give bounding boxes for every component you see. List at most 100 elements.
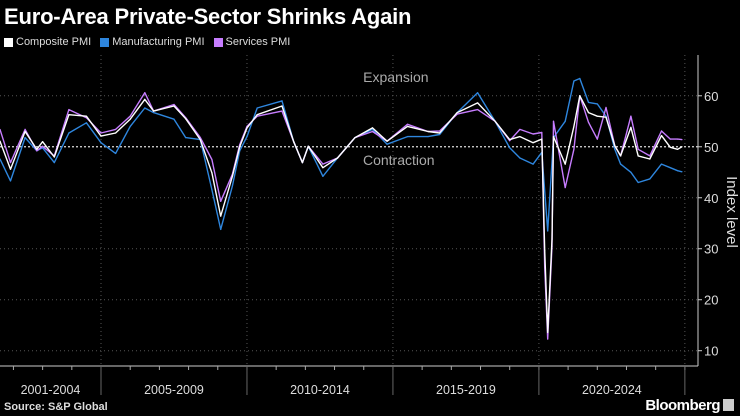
data-point-composite xyxy=(605,116,607,118)
legend-swatch-composite xyxy=(4,37,13,47)
data-point-composite xyxy=(152,110,155,112)
data-point-composite xyxy=(371,127,374,129)
data-point-manufacturing xyxy=(322,175,324,177)
data-point-manufacturing xyxy=(220,228,222,230)
data-point-composite xyxy=(630,126,632,128)
data-point-manufacturing xyxy=(406,135,409,138)
data-point-composite xyxy=(173,105,175,107)
data-point-services xyxy=(68,108,70,111)
legend: Composite PMI Manufacturing PMI Services… xyxy=(4,36,290,48)
data-point-composite xyxy=(681,146,683,148)
y-axis-label: Index level xyxy=(723,176,740,248)
data-point-services xyxy=(220,200,222,202)
data-point-manufacturing xyxy=(476,92,479,94)
data-point-services xyxy=(476,108,479,111)
data-point-manufacturing xyxy=(173,118,175,120)
data-point-manufacturing xyxy=(129,125,131,127)
data-point-composite xyxy=(144,98,146,100)
data-point-composite xyxy=(620,155,622,157)
annotation-contraction: Contraction xyxy=(363,152,435,168)
legend-label-services: Services PMI xyxy=(225,36,291,48)
data-point-composite xyxy=(676,148,679,150)
y-tick-label-30: 30 xyxy=(704,242,718,257)
data-point-manufacturing xyxy=(579,77,581,80)
data-point-services xyxy=(24,128,26,131)
data-point-composite xyxy=(573,125,575,127)
data-point-services xyxy=(371,130,374,133)
data-point-composite xyxy=(293,141,295,143)
data-point-services xyxy=(129,115,131,117)
data-point-composite xyxy=(85,115,88,117)
data-point-composite xyxy=(649,158,651,160)
data-point-manufacturing xyxy=(144,107,146,109)
bloomberg-logo: Bloomberg xyxy=(645,397,734,414)
data-point-services xyxy=(596,138,598,140)
data-point-manufacturing xyxy=(669,167,671,169)
data-point-composite xyxy=(476,102,479,104)
x-period-label-0: 2001-2004 xyxy=(21,383,81,397)
data-point-composite xyxy=(100,135,102,137)
data-point-manufacturing xyxy=(596,103,598,105)
data-point-composite xyxy=(660,134,663,137)
data-point-services xyxy=(100,132,102,134)
data-point-composite xyxy=(68,114,70,116)
data-point-composite xyxy=(53,156,55,158)
data-point-manufacturing xyxy=(547,230,549,232)
x-period-label-4: 2020-2024 xyxy=(582,383,642,397)
data-point-services xyxy=(509,140,511,142)
legend-swatch-manufacturing xyxy=(100,37,110,47)
data-point-services xyxy=(211,158,213,161)
data-point-composite xyxy=(532,142,534,144)
data-point-composite xyxy=(301,161,304,164)
data-point-composite xyxy=(669,146,671,148)
data-point-manufacturing xyxy=(660,163,663,165)
data-point-manufacturing xyxy=(42,147,44,149)
data-point-manufacturing xyxy=(630,171,632,173)
legend-label-manufacturing: Manufacturing PMI xyxy=(112,36,205,48)
y-tick-label-50: 50 xyxy=(704,140,718,155)
data-point-services xyxy=(630,115,632,117)
legend-item-composite: Composite PMI xyxy=(4,36,91,48)
data-point-composite xyxy=(427,130,429,133)
x-period-label-1: 2005-2009 xyxy=(144,383,204,397)
y-tick-label-20: 20 xyxy=(704,293,718,308)
data-point-manufacturing xyxy=(0,158,1,160)
y-tick-label-40: 40 xyxy=(704,191,718,206)
data-point-manufacturing xyxy=(100,142,102,144)
data-point-composite xyxy=(307,145,309,147)
data-point-composite xyxy=(547,331,549,333)
data-point-services xyxy=(587,121,590,123)
data-point-composite xyxy=(42,141,44,143)
data-point-manufacturing xyxy=(9,180,12,182)
source-note: Source: S&P Global xyxy=(4,401,108,413)
data-point-services xyxy=(547,338,549,340)
data-point-services xyxy=(541,131,543,134)
data-point-composite xyxy=(614,145,616,147)
data-point-manufacturing xyxy=(185,136,187,139)
data-point-composite xyxy=(211,172,213,174)
data-point-services xyxy=(532,133,534,135)
data-point-manufacturing xyxy=(587,101,590,104)
data-point-composite xyxy=(24,130,26,133)
data-point-composite xyxy=(115,132,117,134)
data-point-services xyxy=(605,106,607,109)
data-point-services xyxy=(649,155,651,157)
y-tick-label-10: 10 xyxy=(704,344,718,359)
data-point-services xyxy=(173,103,175,106)
data-point-composite xyxy=(564,163,566,165)
data-point-composite xyxy=(541,138,543,140)
data-point-services xyxy=(36,150,38,152)
data-point-composite xyxy=(456,112,458,114)
data-point-composite xyxy=(354,136,356,139)
data-point-manufacturing xyxy=(24,136,26,139)
data-point-composite xyxy=(246,127,248,129)
data-point-manufacturing xyxy=(637,181,639,184)
data-point-composite xyxy=(336,157,339,159)
data-point-composite xyxy=(439,132,441,134)
data-point-composite xyxy=(494,120,496,122)
data-point-composite xyxy=(322,167,324,169)
data-point-manufacturing xyxy=(231,185,233,187)
data-point-composite xyxy=(509,139,511,141)
data-point-composite xyxy=(637,155,639,157)
